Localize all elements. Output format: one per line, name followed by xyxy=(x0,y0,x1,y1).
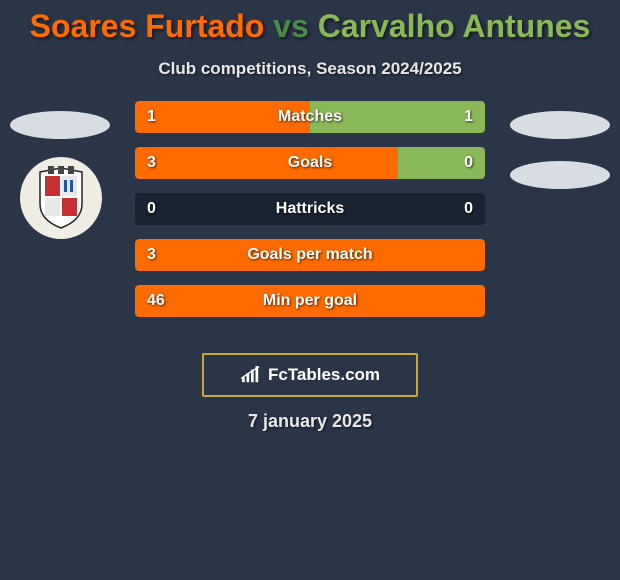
stat-label: Goals xyxy=(288,154,332,172)
stats-area: 1 Matches 1 3 Goals 0 0 Hattricks 0 3 Go… xyxy=(0,101,620,341)
shield-crest-icon xyxy=(36,166,86,230)
date: 7 january 2025 xyxy=(0,411,620,432)
player1-avatar-placeholder xyxy=(10,111,110,139)
player2-avatar-placeholder xyxy=(510,111,610,139)
subtitle: Club competitions, Season 2024/2025 xyxy=(0,59,620,79)
stat-value-left: 3 xyxy=(147,154,156,172)
stat-label: Min per goal xyxy=(263,292,357,310)
stat-row: 3 Goals per match xyxy=(135,239,485,271)
stat-row: 1 Matches 1 xyxy=(135,101,485,133)
stat-row: 46 Min per goal xyxy=(135,285,485,317)
stat-row: 3 Goals 0 xyxy=(135,147,485,179)
stat-label: Goals per match xyxy=(247,246,372,264)
stat-value-right: 1 xyxy=(464,108,473,126)
vs-text: vs xyxy=(273,8,309,44)
stat-label: Hattricks xyxy=(276,200,344,218)
footer-text: FcTables.com xyxy=(268,365,380,385)
player1-club-crest xyxy=(20,157,102,239)
player2-name: Carvalho Antunes xyxy=(318,8,591,44)
stat-value-left: 46 xyxy=(147,292,165,310)
player2-club-placeholder xyxy=(510,161,610,189)
stat-row: 0 Hattricks 0 xyxy=(135,193,485,225)
player1-name: Soares Furtado xyxy=(30,8,265,44)
stat-value-right: 0 xyxy=(464,154,473,172)
stat-label: Matches xyxy=(278,108,342,126)
comparison-title: Soares Furtado vs Carvalho Antunes xyxy=(0,0,620,45)
stat-value-left: 3 xyxy=(147,246,156,264)
stat-bar-left xyxy=(135,147,398,179)
stat-value-left: 1 xyxy=(147,108,156,126)
stat-value-left: 0 xyxy=(147,200,156,218)
footer-attribution: FcTables.com xyxy=(202,353,418,397)
stat-value-right: 0 xyxy=(464,200,473,218)
stat-bars: 1 Matches 1 3 Goals 0 0 Hattricks 0 3 Go… xyxy=(135,101,485,317)
bar-chart-icon xyxy=(240,366,262,384)
